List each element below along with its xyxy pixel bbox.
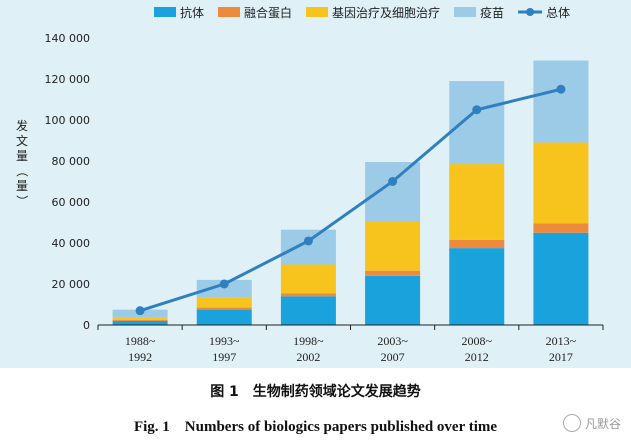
legend-line-marker [526, 8, 535, 16]
bar-fusion-protein [196, 307, 252, 310]
watermark: 凡默谷 [562, 414, 621, 432]
y-tick-label: 140 000 [45, 32, 91, 45]
bar-antibody [112, 320, 168, 325]
legend-swatch [454, 7, 477, 17]
bar-gene-cell-therapy [365, 221, 421, 271]
legend-label: 融合蛋白 [244, 5, 292, 20]
total-line [139, 87, 562, 313]
total-point [472, 105, 482, 115]
y-tick-label: 100 000 [45, 114, 91, 127]
total-point [556, 84, 566, 94]
legend-label: 总体 [546, 6, 570, 20]
bar-gene-cell-therapy [112, 317, 168, 320]
x-tick-label: 2002 [296, 350, 320, 364]
x-tick-label: 1993~ [209, 334, 240, 348]
y-axis-label-char: 发 [16, 118, 28, 133]
wechat-logo-icon [562, 414, 581, 432]
y-tick-label: 80 000 [52, 155, 91, 168]
bar-antibody [365, 275, 421, 325]
total-point [388, 177, 398, 186]
y-tick-label: 0 [83, 319, 90, 332]
x-tick-label: 2017 [549, 350, 573, 364]
legend-label: 抗体 [180, 5, 204, 20]
bar-fusion-protein [112, 319, 168, 321]
x-tick-label: 2003~ [377, 334, 408, 348]
bar-antibody [533, 232, 589, 325]
y-tick-label: 20 000 [52, 278, 91, 291]
bar-vaccine [365, 162, 421, 222]
bar-fusion-protein [365, 270, 421, 276]
bar-vaccine [449, 81, 505, 165]
bar-fusion-protein [280, 293, 336, 297]
x-tick-label: 1992 [128, 350, 152, 364]
bar-gene-cell-therapy [533, 142, 589, 224]
total-point [219, 279, 229, 289]
bar-fusion-protein [533, 223, 589, 233]
figure-caption-english: Fig. 1 Numbers of biologics papers publi… [133, 419, 498, 435]
y-tick-label: 120 000 [45, 73, 91, 86]
bar-gene-cell-therapy [196, 297, 252, 308]
chart-area: 0 20 000 40 000 60 000 80 000 100 000 120 000 1… [0, 0, 631, 368]
x-tick-label: 1998~ [293, 334, 324, 348]
x-tick-label: 2007 [381, 350, 405, 364]
bar-gene-cell-therapy [280, 264, 336, 294]
legend-swatch [218, 7, 241, 17]
y-axis-label-char: 量 [16, 149, 28, 163]
x-tick-label: 1988~ [125, 334, 156, 348]
total-point [303, 236, 313, 246]
bar-fusion-protein [449, 239, 505, 249]
y-tick-label: 40 000 [52, 237, 91, 250]
bar-antibody [196, 309, 252, 325]
bar-gene-cell-therapy [449, 164, 505, 240]
chart-svg: 0 20 000 40 000 60 000 80 000 100 000 120 000 1… [15, 5, 604, 364]
legend-swatch [306, 7, 329, 17]
x-tick-label: 2013~ [546, 334, 577, 348]
x-tick-label: 2012 [465, 350, 489, 364]
x-tick-label: 1997 [212, 350, 236, 364]
bar-antibody [280, 296, 336, 325]
bar-vaccine [533, 60, 589, 143]
bar-antibody [449, 248, 505, 325]
legend-label: 基因治疗及细胞治疗 [332, 6, 440, 20]
figure-caption-chinese: 图 1 生物制药领域论文发展趋势 [210, 384, 421, 400]
bar-vaccine [196, 279, 252, 298]
legend-swatch [154, 7, 176, 17]
y-axis-label-char: 文 [16, 133, 28, 148]
bar-vaccine [280, 229, 336, 265]
total-point [135, 306, 145, 316]
y-axis-label-char: 量 [16, 179, 28, 193]
x-tick-label: 2008~ [462, 334, 493, 348]
y-axis-label-char: （ [15, 165, 29, 177]
y-axis-label-char: ） [15, 195, 29, 207]
y-tick-label: 60 000 [52, 196, 91, 209]
watermark-text: 凡默谷 [584, 416, 621, 431]
legend-label: 疫苗 [480, 5, 504, 20]
